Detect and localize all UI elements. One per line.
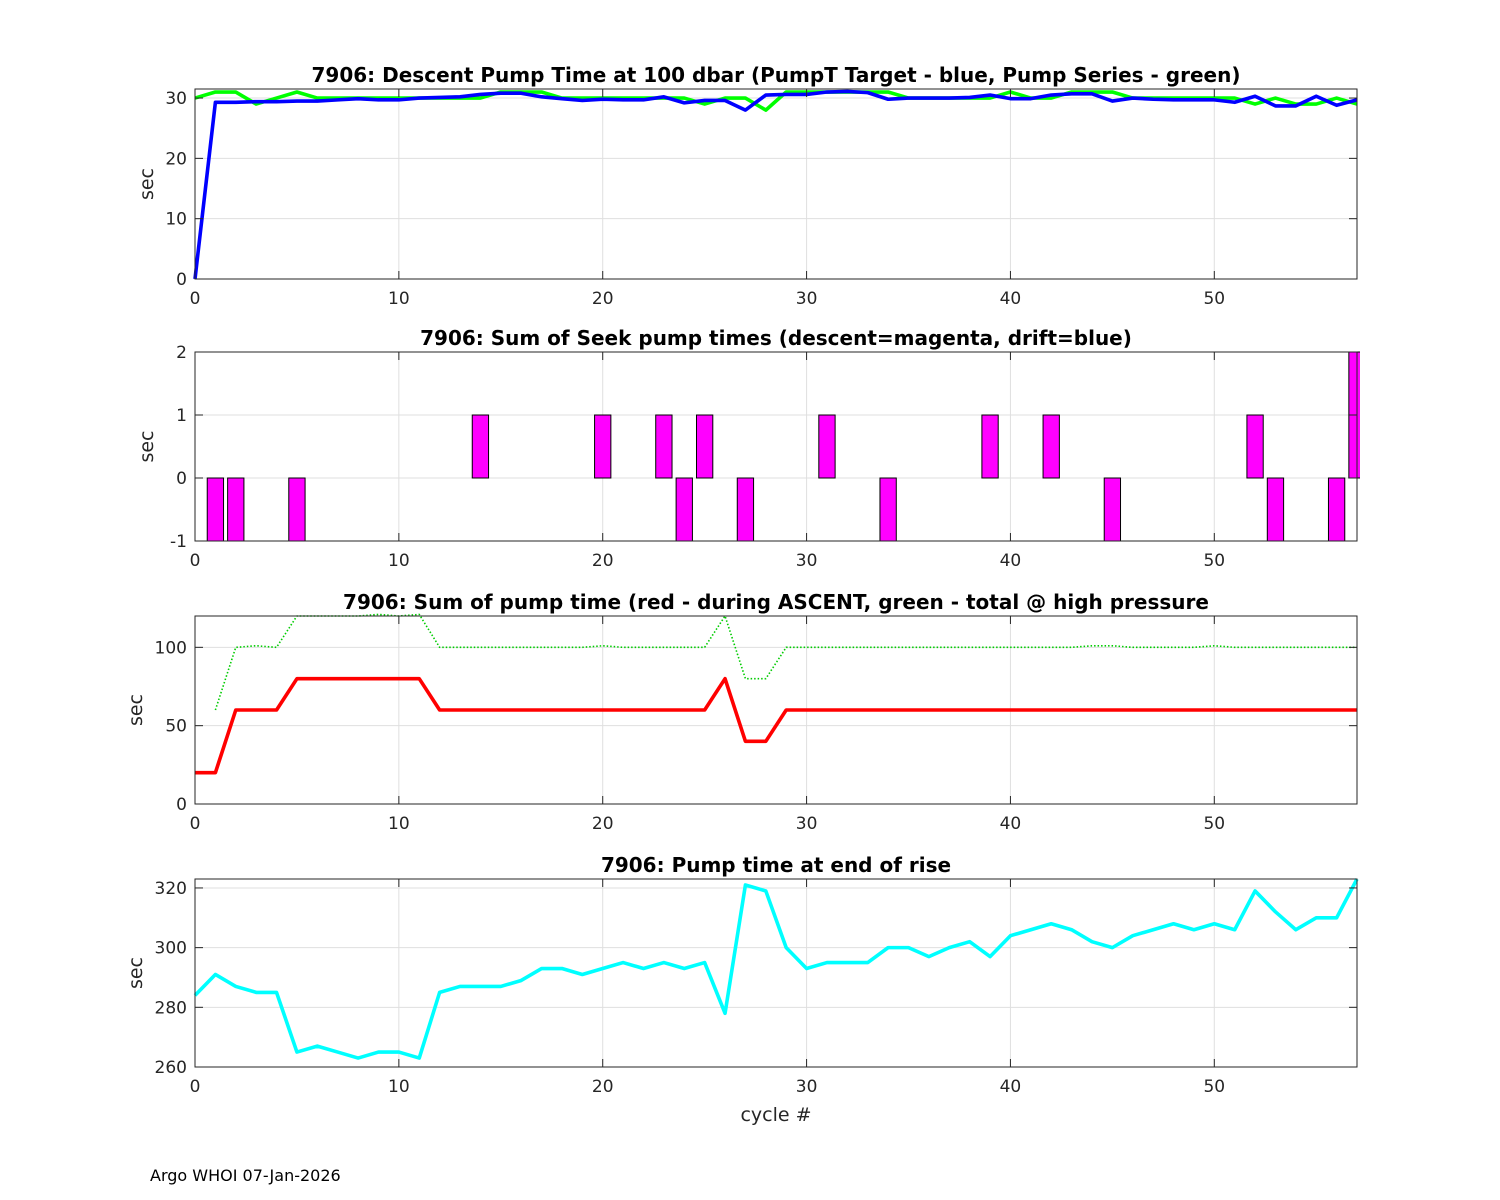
bar-cycle-53 [1266, 477, 1285, 542]
bar-cycle-45 [1103, 477, 1122, 542]
bar-cycle-42 [1042, 414, 1060, 479]
bar-cycle-2 [227, 477, 245, 542]
y-tick-label: 10 [165, 210, 187, 230]
axes-box [194, 88, 1358, 280]
chart-panel-1: 0 10 20 30 40 50 0 10 20 30 7906: Descent Pump Tim… [136, 63, 1358, 309]
axes-box [194, 615, 1358, 805]
x-tick-label: 50 [1203, 289, 1225, 309]
y-axis-label: sec [136, 168, 158, 200]
x-tick-label: 10 [388, 551, 410, 571]
y-tick-label: 0 [176, 270, 187, 290]
plot-area [195, 352, 1357, 541]
series-line-pumpt-target [193, 89, 1358, 280]
data-layer [193, 89, 1358, 280]
bar-cycle-24 [675, 477, 693, 542]
x-tick-label: 50 [1203, 814, 1225, 834]
y-axis-label: sec [125, 694, 147, 726]
x-tick-label: 20 [592, 814, 614, 834]
x-tick-label: 20 [592, 551, 614, 571]
x-tick-label: 30 [796, 1077, 818, 1097]
x-tick-label: 20 [592, 289, 614, 309]
y-tick-label: 320 [155, 879, 187, 899]
series-line-end-of-rise [193, 878, 1359, 1060]
y-tick-label: 20 [165, 149, 187, 169]
y-tick-label: 30 [165, 89, 187, 109]
plot-area [195, 879, 1357, 1067]
plot-area [195, 89, 1357, 279]
x-tick-label: 40 [1000, 814, 1022, 834]
bar-cycle-27 [736, 477, 755, 542]
x-tick-label: 30 [796, 551, 818, 571]
chart-panel-4: 0 10 20 30 40 50 260 280 300 320 7906: Pump time a… [125, 853, 1359, 1126]
axes-box [194, 351, 1358, 542]
data-layer [193, 878, 1359, 1060]
x-tick-label: 30 [796, 814, 818, 834]
bar-cycle-1 [206, 477, 225, 542]
x-tick-label: 40 [1000, 551, 1022, 571]
bar-cycle-23 [655, 414, 673, 479]
y-tick-label: 0 [176, 469, 187, 489]
y-axis-label: sec [136, 430, 158, 462]
y-tick-label: 1 [176, 406, 187, 426]
axes-box [194, 878, 1358, 1068]
y-tick-label: 50 [165, 717, 187, 737]
x-tick-label: 10 [388, 289, 410, 309]
x-tick-label: 0 [190, 289, 201, 309]
x-tick-label: 0 [190, 551, 201, 571]
x-tick-label: 50 [1203, 551, 1225, 571]
y-tick-label: 300 [155, 939, 187, 959]
bar-cycle-34 [879, 477, 897, 542]
series-line-during-ascent [195, 676, 1357, 775]
x-tick-label: 40 [1000, 289, 1022, 309]
chart-panel-3: 0 10 20 30 40 50 0 50 100 7906: Sum of pump time … [125, 590, 1358, 834]
y-tick-label: -1 [170, 532, 187, 552]
chart-title: 7906: Sum of pump time (red - during ASC… [343, 590, 1209, 614]
bar-cycle-52 [1246, 414, 1264, 479]
x-tick-label: 0 [190, 814, 201, 834]
x-tick-label: 50 [1203, 1077, 1225, 1097]
x-tick-label: 20 [592, 1077, 614, 1097]
data-layer [195, 613, 1357, 775]
y-tick-label: 260 [155, 1058, 187, 1078]
footer-note: Argo WHOI 07-Jan-2026 [150, 1166, 341, 1185]
bar-cycle-25 [695, 414, 714, 479]
chart-title: 7906: Pump time at end of rise [601, 853, 951, 877]
y-tick-label: 0 [176, 795, 187, 815]
y-tick-label: 2 [176, 343, 187, 363]
bar-cycle-14 [471, 414, 490, 479]
chart-title: 7906: Sum of Seek pump times (descent=ma… [420, 326, 1132, 350]
bar-cycle-20 [594, 414, 612, 479]
y-axis-label: sec [125, 957, 147, 989]
x-tick-label: 10 [388, 814, 410, 834]
x-tick-label: 10 [388, 1077, 410, 1097]
x-tick-label: 0 [190, 1077, 201, 1097]
bar-cycle-5 [288, 477, 306, 542]
x-tick-label: 40 [1000, 1077, 1022, 1097]
bar-cycle-31 [818, 414, 836, 479]
x-axis-label: cycle # [740, 1104, 811, 1126]
y-tick-label: 100 [155, 638, 187, 658]
series-line-total-high-pressure [214, 613, 1357, 711]
x-tick-label: 30 [796, 289, 818, 309]
y-tick-label: 280 [155, 998, 187, 1018]
bar-cycle-56 [1327, 477, 1346, 542]
chart-title: 7906: Descent Pump Time at 100 dbar (Pum… [312, 63, 1241, 87]
bar-cycle-39 [981, 414, 999, 479]
